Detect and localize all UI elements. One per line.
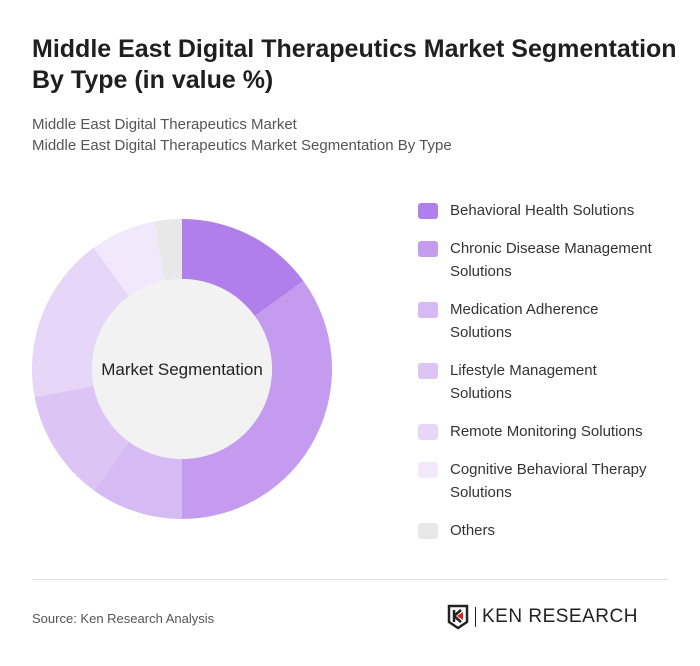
legend-swatch xyxy=(418,241,438,257)
donut-hole xyxy=(92,279,272,459)
source-note: Source: Ken Research Analysis xyxy=(32,611,215,626)
legend-swatch xyxy=(418,462,438,478)
legend-label-cont: Solutions xyxy=(450,324,512,341)
legend-label: Cognitive Behavioral Therapy xyxy=(450,461,647,478)
legend-item: Medication Adherence Solutions xyxy=(418,298,688,344)
divider xyxy=(32,579,668,580)
chart-title: Middle East Digital Therapeutics Market … xyxy=(32,35,677,94)
subtitle-line-1: Middle East Digital Therapeutics Market xyxy=(32,116,297,133)
legend-swatch xyxy=(418,203,438,219)
legend-label: Lifestyle Management xyxy=(450,362,597,379)
center-label: Market Segmentation xyxy=(101,360,263,379)
legend-item: Others xyxy=(418,519,688,542)
legend-item: Remote Monitoring Solutions xyxy=(418,420,688,443)
legend-label: Behavioral Health Solutions xyxy=(450,202,635,219)
logo-separator xyxy=(475,607,476,627)
donut-slice-lifestyle-management-solutions xyxy=(34,385,130,491)
chart-subtitle: Middle East Digital Therapeutics Market … xyxy=(32,114,452,156)
donut-slice-cognitive-behavioral-therapy-solutions xyxy=(93,221,166,297)
legend-swatch xyxy=(418,302,438,318)
subtitle-line-2: Middle East Digital Therapeutics Market … xyxy=(32,137,452,154)
donut-slice-behavioral-health-solutions xyxy=(182,219,304,317)
legend-label: Medication Adherence xyxy=(450,301,599,318)
donut-slice-remote-monitoring-solutions xyxy=(32,247,130,398)
legend: Behavioral Health Solutions Chronic Dise… xyxy=(418,199,688,542)
ken-research-logo: KEN RESEARCH xyxy=(447,604,638,630)
legend-swatch xyxy=(418,424,438,440)
logo-text: KEN RESEARCH xyxy=(482,606,638,627)
legend-label: Remote Monitoring Solutions xyxy=(450,423,643,440)
legend-item: Behavioral Health Solutions xyxy=(418,199,688,222)
legend-item: Cognitive Behavioral Therapy Solutions xyxy=(418,458,688,504)
logo-shield-icon xyxy=(447,604,469,630)
legend-label-cont: Solutions xyxy=(450,385,512,402)
legend-swatch xyxy=(418,523,438,539)
legend-label-cont: Solutions xyxy=(450,484,512,501)
legend-item: Lifestyle Management Solutions xyxy=(418,359,688,405)
legend-swatch xyxy=(418,363,438,379)
donut-slice-medication-adherence-solutions xyxy=(93,441,182,519)
donut-chart: Market Segmentation xyxy=(32,219,332,519)
legend-label-cont: Solutions xyxy=(450,263,512,280)
legend-label: Chronic Disease Management xyxy=(450,240,652,257)
donut-slice-others xyxy=(153,219,182,281)
legend-label: Others xyxy=(450,522,496,539)
legend-item: Chronic Disease Management Solutions xyxy=(418,237,688,283)
donut-slice-chronic-disease-management-solutions xyxy=(182,280,332,519)
